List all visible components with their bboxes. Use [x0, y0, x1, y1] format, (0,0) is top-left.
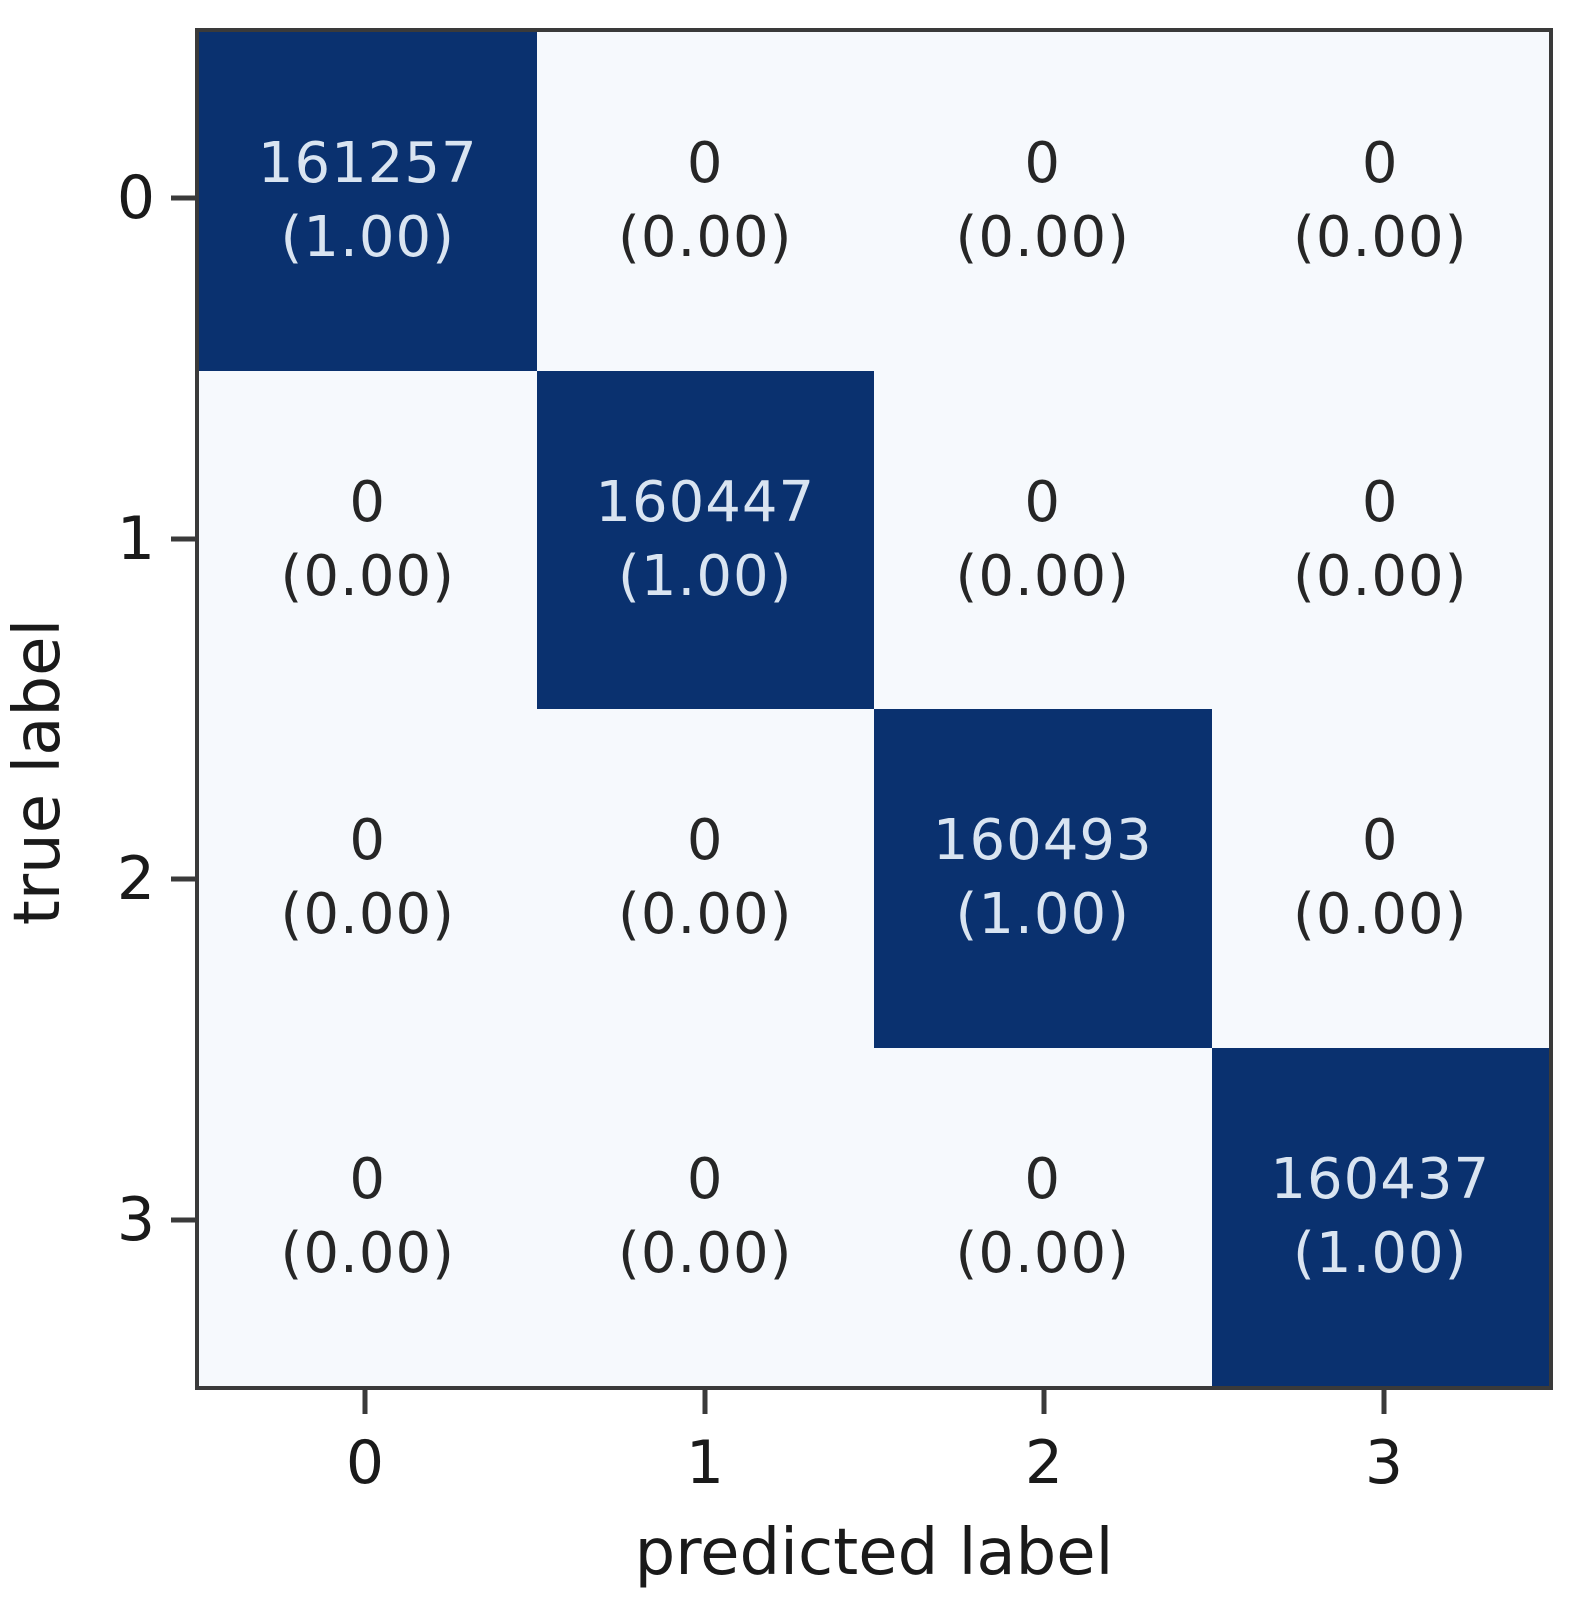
- cell-count: 0: [1361, 808, 1399, 874]
- matrix-cell-r0c0: 161257 (1.00): [199, 32, 537, 371]
- y-axis-title: true label: [1, 618, 75, 926]
- y-tick-label-3: 3: [116, 1185, 155, 1255]
- cell-fraction: (0.00): [1293, 543, 1468, 609]
- cell-count: 160493: [932, 808, 1153, 874]
- cell-count: 0: [1361, 469, 1399, 535]
- matrix-cell-r0c1: 0 (0.00): [536, 32, 874, 371]
- matrix-cell-r3c0: 0 (0.00): [199, 1047, 537, 1386]
- matrix-cell-r1c2: 0 (0.00): [874, 370, 1212, 709]
- cell-count: 160437: [1270, 1146, 1491, 1212]
- matrix-cell-r3c3: 160437 (1.00): [1211, 1047, 1549, 1386]
- matrix-cell-r2c1: 0 (0.00): [536, 709, 874, 1048]
- cell-fraction: (1.00): [280, 205, 455, 271]
- cell-fraction: (0.00): [280, 882, 455, 948]
- cell-count: 0: [349, 1146, 387, 1212]
- cell-count: 0: [686, 808, 724, 874]
- matrix-cell-r1c1: 160447 (1.00): [536, 370, 874, 709]
- x-tick-label-2: 2: [1024, 1428, 1064, 1498]
- matrix-cell-r3c2: 0 (0.00): [874, 1047, 1212, 1386]
- cell-count: 0: [1361, 131, 1399, 197]
- x-tick-mark-2: [1041, 1390, 1047, 1414]
- x-tick-label-3: 3: [1364, 1428, 1404, 1498]
- matrix-cell-r3c1: 0 (0.00): [536, 1047, 874, 1386]
- cell-fraction: (1.00): [618, 543, 793, 609]
- x-axis-title: predicted label: [634, 1516, 1114, 1590]
- cell-fraction: (0.00): [618, 205, 793, 271]
- cell-fraction: (1.00): [955, 882, 1130, 948]
- matrix-cell-r2c3: 0 (0.00): [1211, 709, 1549, 1048]
- y-tick-mark-2: [171, 876, 195, 882]
- cell-fraction: (0.00): [955, 1220, 1130, 1286]
- x-tick-mark-0: [362, 1390, 368, 1414]
- cell-count: 0: [349, 808, 387, 874]
- matrix-cell-r1c3: 0 (0.00): [1211, 370, 1549, 709]
- cell-fraction: (1.00): [1293, 1220, 1468, 1286]
- y-tick-mark-0: [171, 195, 195, 201]
- y-tick-label-2: 2: [116, 844, 155, 914]
- cell-fraction: (0.00): [618, 1220, 793, 1286]
- cell-count: 161257: [257, 131, 478, 197]
- confusion-matrix-plot-area: 161257 (1.00) 0 (0.00) 0 (0.00) 0 (0.00)…: [195, 28, 1553, 1390]
- matrix-cell-r0c3: 0 (0.00): [1211, 32, 1549, 371]
- y-tick-mark-1: [171, 536, 195, 542]
- cell-count: 0: [686, 131, 724, 197]
- cell-fraction: (0.00): [955, 543, 1130, 609]
- x-tick-label-1: 1: [685, 1428, 725, 1498]
- matrix-cell-r1c0: 0 (0.00): [199, 370, 537, 709]
- matrix-cell-r2c0: 0 (0.00): [199, 709, 537, 1048]
- cell-count: 160447: [595, 469, 816, 535]
- cell-fraction: (0.00): [280, 1220, 455, 1286]
- x-tick-mark-1: [702, 1390, 708, 1414]
- x-tick-label-0: 0: [345, 1428, 385, 1498]
- cell-count: 0: [1024, 1146, 1062, 1212]
- y-tick-label-1: 1: [116, 504, 155, 574]
- cell-fraction: (0.00): [1293, 882, 1468, 948]
- y-tick-mark-3: [171, 1217, 195, 1223]
- cell-fraction: (0.00): [618, 882, 793, 948]
- cell-count: 0: [686, 1146, 724, 1212]
- cell-count: 0: [349, 469, 387, 535]
- x-tick-mark-3: [1381, 1390, 1387, 1414]
- cell-fraction: (0.00): [955, 205, 1130, 271]
- cell-count: 0: [1024, 131, 1062, 197]
- cell-fraction: (0.00): [280, 543, 455, 609]
- y-tick-label-0: 0: [116, 163, 155, 233]
- cell-count: 0: [1024, 469, 1062, 535]
- cell-fraction: (0.00): [1293, 205, 1468, 271]
- matrix-cell-r0c2: 0 (0.00): [874, 32, 1212, 371]
- matrix-cell-r2c2: 160493 (1.00): [874, 709, 1212, 1048]
